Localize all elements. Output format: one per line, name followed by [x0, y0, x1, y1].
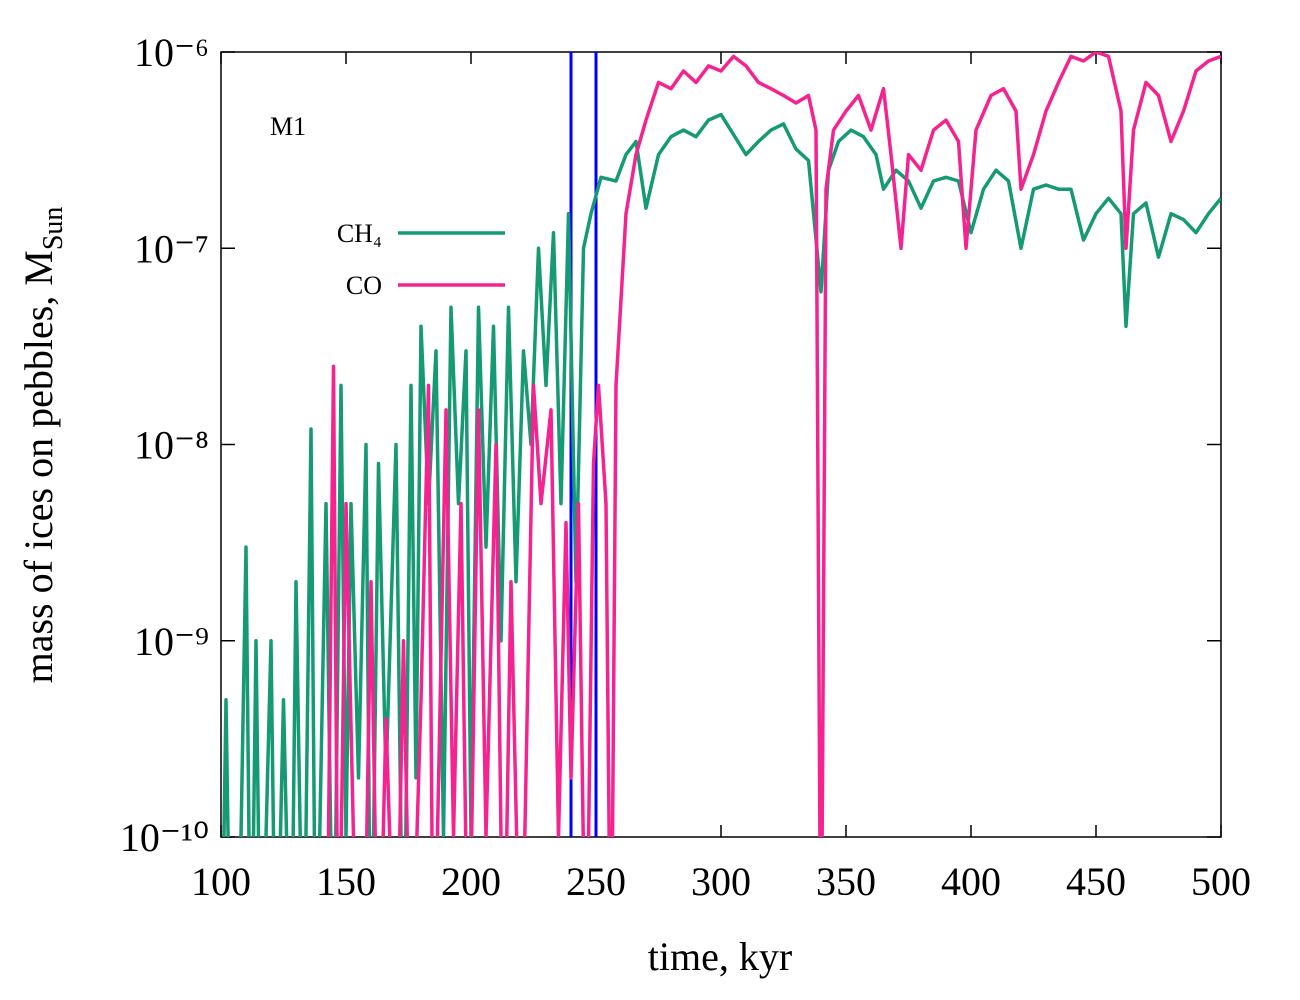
legend-label: CH₄	[337, 219, 382, 248]
y-axis-label: mass of ices on pebbles, MSun	[16, 207, 69, 684]
y-tick-label: 10⁻¹⁰	[120, 815, 209, 860]
x-tick-label: 200	[441, 859, 501, 904]
x-tick-label: 250	[566, 859, 626, 904]
y-axis-label-sub: Sun	[38, 207, 69, 251]
legend-label: CO	[346, 271, 382, 300]
x-tick-label: 500	[1191, 859, 1251, 904]
x-axis-label: time, kyr	[648, 934, 792, 979]
series-line	[222, 112, 1221, 837]
y-axis-label-text: mass of ices on pebbles, M	[16, 250, 61, 683]
x-tick-label: 300	[691, 859, 751, 904]
plot-area	[222, 52, 1221, 837]
plot-frame	[220, 51, 1222, 838]
annotation: M1	[270, 112, 306, 141]
x-tick-label: 450	[1066, 859, 1126, 904]
series-line	[326, 52, 1221, 837]
x-tick-label: 400	[941, 859, 1001, 904]
y-tick-label: 10⁻⁷	[134, 226, 209, 271]
y-tick-label: 10⁻⁶	[134, 30, 209, 75]
y-tick-label: 10⁻⁹	[134, 619, 209, 664]
x-tick-label: 150	[316, 859, 376, 904]
y-tick-label: 10⁻⁸	[134, 423, 209, 468]
x-tick-label: 350	[816, 859, 876, 904]
x-tick-label: 100	[191, 859, 251, 904]
